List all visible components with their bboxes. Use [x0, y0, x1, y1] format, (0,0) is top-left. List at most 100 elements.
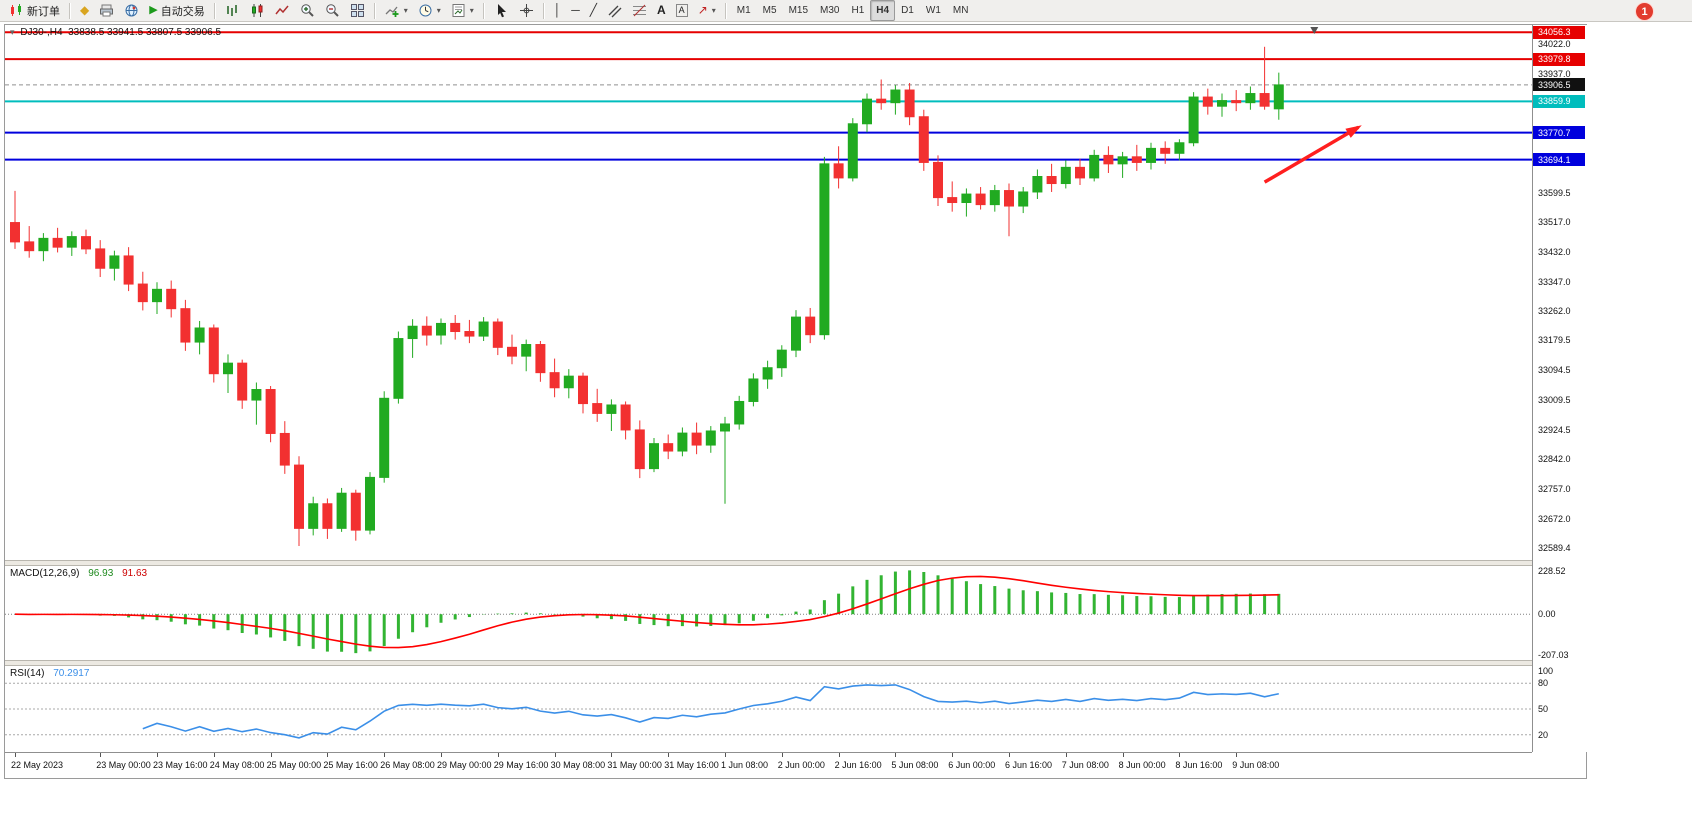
candlestick-chart-button[interactable] [245, 0, 270, 21]
timeframe-button-w1[interactable]: W1 [925, 5, 941, 16]
candle [251, 382, 262, 425]
zoom-in-button[interactable] [295, 0, 320, 21]
notification-badge[interactable]: 1 [1635, 2, 1654, 21]
time-axis-label: 6 Jun 00:00 [948, 760, 996, 770]
time-axis-label: 22 May 2023 [11, 760, 64, 770]
price-pane[interactable]: ▾ DJ30-,H4 33838.5 33941.5 33807.5 33906… [5, 25, 1532, 560]
price-tag: 33770.7 [1533, 126, 1585, 140]
zoom-out-button[interactable] [320, 0, 345, 21]
autotrading-label: 自动交易 [160, 5, 205, 18]
pane-splitter-macd[interactable] [5, 560, 1532, 566]
price-axis-tick: 33599.5 [1538, 187, 1571, 198]
candle [975, 187, 986, 210]
candle [734, 395, 745, 430]
time-axis-label: 2 Jun 16:00 [834, 760, 882, 770]
candle [1146, 142, 1156, 170]
line-chart-button[interactable] [270, 0, 295, 21]
price-axis[interactable]: 34022.0 33937.0 33599.5 33517.0 33432.0 33347… [1532, 25, 1587, 752]
macd-header: MACD(12,26,9) 96.93 91.63 [10, 568, 147, 579]
print-button[interactable] [94, 0, 119, 21]
macd-main-value: 96.93 [88, 568, 114, 579]
price-chart-canvas[interactable] [5, 25, 1532, 560]
time-axis-label: 8 Jun 00:00 [1118, 760, 1166, 770]
tile-windows-button[interactable] [345, 0, 370, 21]
cursor-tool-button[interactable] [489, 0, 514, 21]
bar-chart-icon [226, 5, 237, 16]
timeframe-button-h1[interactable]: H1 [851, 5, 865, 16]
candle [606, 399, 617, 431]
fibonacci-tool-button[interactable] [627, 0, 652, 21]
time-axis-label: 26 May 08:00 [380, 760, 435, 770]
indicators-button[interactable]: ▾ [380, 0, 413, 21]
one-click-trading-toggle-icon[interactable]: ▾ [10, 27, 15, 37]
time-axis-label: 29 May 00:00 [437, 760, 492, 770]
pane-splitter-rsi[interactable] [5, 660, 1532, 666]
rsi-axis-label: 100 [1538, 666, 1554, 676]
candle [507, 334, 517, 365]
text-icon: A [657, 3, 666, 17]
bar-chart-button[interactable] [220, 0, 245, 21]
clock-icon [419, 4, 432, 17]
new-order-button[interactable]: 新订单 [4, 0, 65, 21]
candle [208, 324, 219, 383]
timeframe-button-m15[interactable]: M15 [788, 5, 809, 16]
time-axis-label: 25 May 16:00 [323, 760, 378, 770]
candle [421, 316, 432, 346]
text-label-tool-button[interactable]: A [671, 0, 693, 21]
time-axis[interactable]: 22 May 2023 23 May 00:00 23 May 16:00 24 Ma… [5, 752, 1532, 778]
candle [407, 319, 418, 358]
time-axis-tick [497, 753, 499, 757]
time-axis-tick [1236, 753, 1238, 757]
autotrading-button[interactable]: ▶ 自动交易 [144, 0, 209, 21]
channel-tool-button[interactable] [602, 0, 627, 21]
candle [904, 82, 915, 126]
print-preview-button[interactable] [119, 0, 144, 21]
rsi-canvas[interactable] [5, 666, 1532, 752]
timeframe-button-d1[interactable]: D1 [901, 5, 914, 16]
macd-axis-label: 228.52 [1538, 566, 1566, 576]
candle [634, 420, 645, 479]
toolbar: 新订单 ◆ ▶ 自动交易 [0, 0, 1692, 22]
arrow-annotation[interactable] [1263, 125, 1362, 184]
separator [69, 2, 71, 19]
candle [393, 331, 404, 404]
time-axis-tick [270, 753, 272, 757]
templates-button[interactable]: ▾ [446, 0, 479, 21]
candle [1117, 151, 1128, 178]
timeframe-button-m5[interactable]: M5 [762, 5, 777, 16]
timeframe-button-h4[interactable]: H4 [870, 0, 896, 21]
candle [535, 341, 546, 382]
time-axis-label: 31 May 16:00 [664, 760, 719, 770]
rsi-label: RSI(14) [10, 668, 45, 679]
macd-axis-label: 0.00 [1538, 609, 1556, 620]
chart-ohlc-values: 33838.5 33941.5 33807.5 33906.5 [68, 27, 222, 38]
time-axis-tick [781, 753, 783, 757]
macd-canvas[interactable] [5, 566, 1532, 660]
arrows-tool-button[interactable]: ↗ ▾ [693, 0, 721, 21]
candle [833, 146, 844, 189]
metaeditor-button[interactable]: ◆ [75, 0, 94, 21]
periods-button[interactable]: ▾ [413, 0, 446, 21]
crosshair-icon [519, 4, 533, 17]
price-axis-tick: 32757.0 [1538, 483, 1571, 494]
timeframe-button-m30[interactable]: M30 [820, 5, 840, 16]
candle [1046, 163, 1057, 192]
chart-header: ▾ DJ30-,H4 33838.5 33941.5 33807.5 33906… [10, 27, 221, 38]
rsi-pane[interactable]: RSI(14) 70.2917 [5, 666, 1532, 752]
horizontal-line-tool-button[interactable]: ─ [566, 0, 585, 21]
time-axis-label: 1 Jun 08:00 [721, 760, 769, 770]
candle [791, 310, 801, 358]
macd-pane[interactable]: MACD(12,26,9) 96.93 91.63 [5, 566, 1532, 660]
timeframe-button-m1[interactable]: M1 [736, 5, 751, 16]
trendline-tool-button[interactable]: ╱ [585, 0, 602, 21]
text-tool-button[interactable]: A [652, 0, 671, 21]
crosshair-tool-button[interactable] [514, 0, 539, 21]
time-axis-tick [952, 753, 954, 757]
price-axis-tick: 33347.0 [1538, 276, 1571, 287]
vertical-line-tool-button[interactable]: │ [549, 0, 567, 21]
candle [1131, 144, 1142, 171]
separator [482, 2, 485, 19]
candle [663, 434, 674, 460]
timeframe-button-mn[interactable]: MN [952, 5, 969, 16]
time-axis-tick [554, 753, 556, 757]
